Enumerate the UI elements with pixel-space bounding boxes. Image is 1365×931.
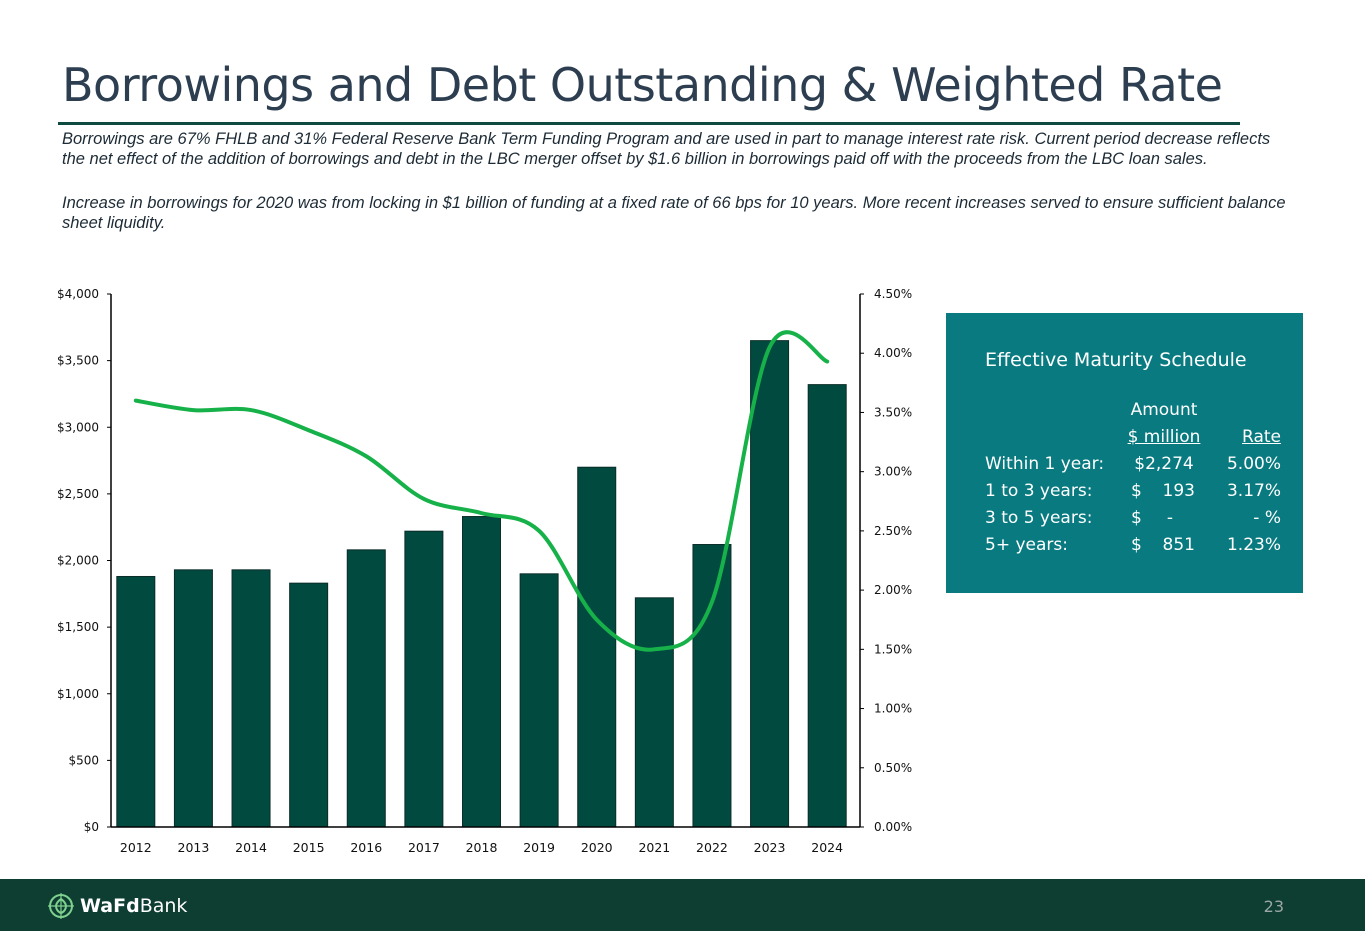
maturity-header-row-2: $ million Rate xyxy=(985,424,1285,451)
page-number: 23 xyxy=(1263,897,1284,916)
right-tick-label: 4.00% xyxy=(874,346,912,360)
maturity-row: 1 to 3 years: $ 193 3.17% xyxy=(985,478,1285,505)
bar-2021 xyxy=(634,597,674,828)
logo-text: WaFdBank xyxy=(80,895,188,917)
maturity-row: 3 to 5 years: $ - - % xyxy=(985,505,1285,532)
right-tick-label: 1.50% xyxy=(874,642,912,656)
bar-2019 xyxy=(519,573,559,828)
left-tick-label: $3,000 xyxy=(57,420,99,434)
maturity-row-currency: $ xyxy=(1131,535,1142,555)
bar-2020 xyxy=(577,466,617,828)
maturity-row-amount: - xyxy=(1166,508,1173,528)
maturity-row-rate: - % xyxy=(1253,508,1281,528)
right-tick-label: 0.50% xyxy=(874,761,912,775)
bar-series xyxy=(116,340,847,828)
bar-2016 xyxy=(346,549,386,828)
subtitle-paragraph-2: Increase in borrowings for 2020 was from… xyxy=(62,194,1286,232)
x-tick-label: 2016 xyxy=(350,840,382,855)
maturity-row-currency: $ xyxy=(1131,508,1142,528)
left-tick-label: $500 xyxy=(68,753,99,767)
x-tick-label: 2019 xyxy=(523,840,555,855)
x-tick-label: 2023 xyxy=(754,840,786,855)
right-tick-label: 1.00% xyxy=(874,702,912,716)
bar-2013 xyxy=(173,569,213,828)
maturity-row-rate: 3.17% xyxy=(1226,481,1281,501)
amount-unit-header: $ million xyxy=(1127,427,1201,447)
bar-2024 xyxy=(807,384,847,828)
chart-axes xyxy=(107,293,864,828)
maturity-schedule-title: Effective Maturity Schedule xyxy=(985,349,1247,371)
maturity-row-amount: 851 xyxy=(1162,535,1195,555)
bar-2018 xyxy=(462,516,501,828)
rate-line xyxy=(133,330,830,652)
bar-2014 xyxy=(231,569,271,828)
x-tick-label: 2017 xyxy=(408,840,440,855)
maturity-row-label: 3 to 5 years: xyxy=(985,508,1093,528)
left-tick-label: $1,000 xyxy=(57,687,99,701)
x-tick-label: 2021 xyxy=(638,840,670,855)
x-tick-label: 2012 xyxy=(120,840,152,855)
tick-labels: $0 $500 $1,000 $1,500 $2,000 $2,500 $3,000 $3,5… xyxy=(57,287,912,855)
right-tick-label: 3.00% xyxy=(874,465,912,479)
maturity-row-amount: 193 xyxy=(1162,481,1195,501)
bar-2022 xyxy=(692,544,732,828)
bar-2017 xyxy=(404,530,444,828)
bar-2012 xyxy=(116,575,156,828)
x-tick-label: 2014 xyxy=(235,840,267,855)
maturity-row-rate: 5.00% xyxy=(1226,454,1281,474)
wafd-logo-icon xyxy=(48,893,74,919)
right-tick-label: 2.00% xyxy=(874,583,912,597)
maturity-row: 5+ years: $ 851 1.23% xyxy=(985,532,1285,559)
subtitle-paragraph-1: Borrowings are 67% FHLB and 31% Federal … xyxy=(62,130,1271,168)
title-divider xyxy=(58,122,1240,125)
bar-2015 xyxy=(289,582,329,828)
maturity-row-amount: $2,274 xyxy=(1134,454,1194,474)
maturity-row-label: Within 1 year: xyxy=(985,454,1105,474)
x-tick-label: 2018 xyxy=(466,840,498,855)
wafd-logo: WaFdBank xyxy=(46,893,187,919)
rate-header: Rate xyxy=(1242,427,1281,447)
right-tick-label: 3.50% xyxy=(874,405,912,419)
x-tick-label: 2015 xyxy=(293,840,325,855)
page-title: Borrowings and Debt Outstanding & Weight… xyxy=(62,58,1223,112)
maturity-schedule-panel: Effective Maturity Schedule Amount $ mil… xyxy=(946,313,1303,593)
right-tick-label: 4.50% xyxy=(874,287,912,301)
x-tick-label: 2013 xyxy=(178,840,210,855)
maturity-header-row-1: Amount xyxy=(985,397,1285,424)
x-tick-label: 2022 xyxy=(696,840,728,855)
x-tick-label: 2024 xyxy=(811,840,843,855)
left-tick-label: $0 xyxy=(84,820,99,834)
left-tick-label: $4,000 xyxy=(57,287,99,301)
right-tick-label: 0.00% xyxy=(874,820,912,834)
maturity-row-rate: 1.23% xyxy=(1226,535,1281,555)
amount-header: Amount xyxy=(1130,400,1198,420)
maturity-table: Amount $ million Rate Within 1 year: $2,… xyxy=(985,397,1285,559)
maturity-row: Within 1 year: $2,274 5.00% xyxy=(985,451,1285,478)
maturity-row-currency: $ xyxy=(1131,481,1142,501)
right-tick-label: 2.50% xyxy=(874,524,912,538)
footer-bar: WaFdBank 23 xyxy=(0,879,1365,931)
left-tick-label: $3,500 xyxy=(57,354,99,368)
maturity-row-label: 1 to 3 years: xyxy=(985,481,1093,501)
maturity-row-label: 5+ years: xyxy=(985,535,1068,555)
x-tick-label: 2020 xyxy=(581,840,613,855)
left-tick-label: $1,500 xyxy=(57,620,99,634)
bar-2023 xyxy=(750,340,790,828)
left-tick-label: $2,000 xyxy=(57,554,99,568)
borrowings-chart: $0 $500 $1,000 $1,500 $2,000 $2,500 $3,000 $3,5… xyxy=(57,287,912,855)
rate-line-series xyxy=(133,330,830,652)
left-tick-label: $2,500 xyxy=(57,487,99,501)
